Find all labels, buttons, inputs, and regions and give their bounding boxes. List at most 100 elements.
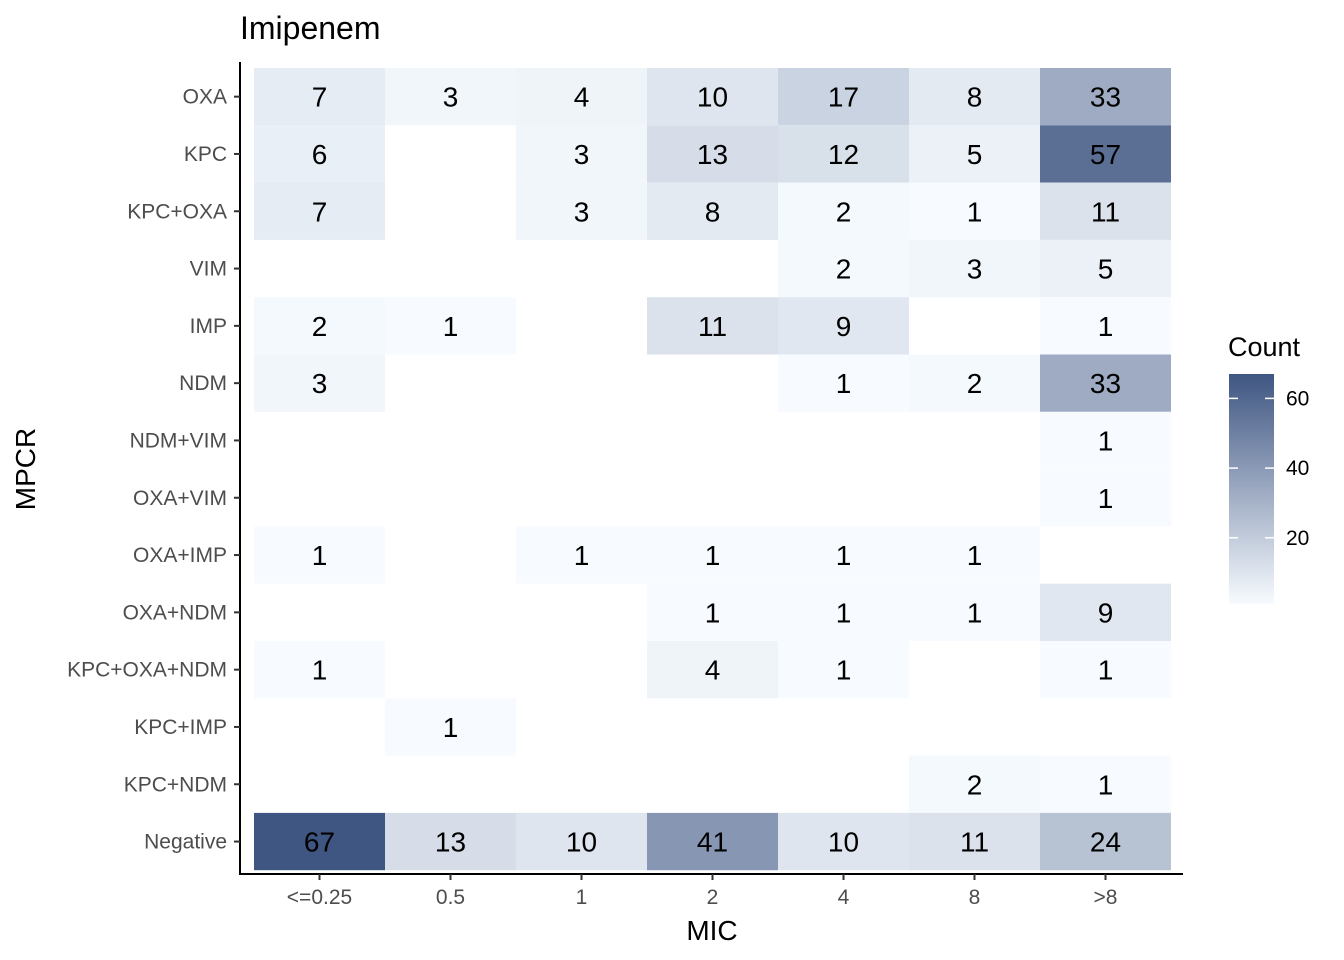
heatmap-cell bbox=[647, 182, 778, 240]
x-tick-label: 1 bbox=[576, 886, 588, 909]
cell-value-label: 7 bbox=[312, 196, 328, 227]
y-tick-label: NDM bbox=[179, 372, 227, 395]
cell-value-label: 3 bbox=[574, 139, 590, 170]
y-tick-label: KPC+OXA bbox=[127, 200, 227, 223]
cell-value-label: 1 bbox=[705, 597, 721, 628]
heatmap-cell bbox=[647, 583, 778, 641]
cell-value-label: 2 bbox=[836, 196, 852, 227]
heatmap-cell bbox=[1040, 125, 1171, 183]
heatmap-cell bbox=[909, 526, 1040, 584]
heatmap-cell bbox=[1040, 354, 1171, 412]
heatmap-cell bbox=[778, 812, 909, 871]
heatmap-cell bbox=[778, 125, 909, 183]
legend-tick-label: 40 bbox=[1286, 457, 1309, 480]
heatmap-cell bbox=[909, 354, 1040, 412]
x-tick-label: >8 bbox=[1094, 886, 1118, 909]
heatmap-cell bbox=[778, 297, 909, 355]
cell-value-label: 1 bbox=[967, 597, 983, 628]
cell-value-label: 8 bbox=[705, 196, 721, 227]
cell-value-label: 33 bbox=[1090, 82, 1121, 113]
cell-value-label: 2 bbox=[967, 769, 983, 800]
heatmap-cell bbox=[909, 583, 1040, 641]
heatmap-cell bbox=[778, 583, 909, 641]
heatmap-cell bbox=[647, 297, 778, 355]
cell-value-label: 1 bbox=[443, 712, 459, 743]
legend-ticks: 20 40 60 bbox=[1229, 387, 1309, 550]
chart-title: Imipenem bbox=[240, 10, 381, 46]
cell-value-label: 17 bbox=[828, 82, 859, 113]
heatmap-cell bbox=[1040, 297, 1171, 355]
heatmap-cell bbox=[516, 125, 647, 183]
cell-value-label: 9 bbox=[836, 311, 852, 342]
cell-value-label: 1 bbox=[1098, 425, 1114, 456]
heatmap-cell bbox=[516, 182, 647, 240]
y-tick-label: IMP bbox=[190, 315, 227, 338]
cell-value-label: 1 bbox=[836, 597, 852, 628]
cell-value-label: 4 bbox=[574, 82, 590, 113]
y-tick-label: OXA+NDM bbox=[123, 601, 227, 624]
cell-value-label: 9 bbox=[1098, 597, 1114, 628]
x-tick-label: 0.5 bbox=[436, 886, 465, 909]
heatmap-cell bbox=[1040, 239, 1171, 298]
cell-value-label: 1 bbox=[1098, 311, 1114, 342]
heatmap-cell bbox=[909, 239, 1040, 298]
cell-value-label: 1 bbox=[836, 368, 852, 399]
legend-tick-label: 20 bbox=[1286, 527, 1309, 550]
cell-value-label: 3 bbox=[967, 254, 983, 285]
cell-value-label: 41 bbox=[697, 827, 728, 858]
heatmap-cell bbox=[909, 68, 1040, 126]
heatmap-cell bbox=[778, 68, 909, 126]
heatmap-cell bbox=[1040, 755, 1171, 813]
axes bbox=[239, 62, 1183, 875]
legend-tick-label: 60 bbox=[1286, 387, 1309, 410]
y-tick-label: KPC+OXA+NDM bbox=[67, 659, 227, 682]
cell-value-label: 3 bbox=[312, 368, 328, 399]
cell-value-label: 1 bbox=[705, 540, 721, 571]
heatmap-cell bbox=[909, 182, 1040, 240]
legend-title: Count bbox=[1228, 332, 1301, 362]
y-tick-label: NDM+VIM bbox=[130, 429, 227, 452]
heatmap-cell bbox=[647, 526, 778, 584]
cell-value-label: 2 bbox=[967, 368, 983, 399]
heatmap-cell bbox=[647, 125, 778, 183]
y-tick-label: VIM bbox=[190, 258, 227, 281]
heatmap-cell bbox=[778, 239, 909, 298]
legend-color-bar bbox=[1229, 374, 1274, 604]
cell-value-label: 1 bbox=[574, 540, 590, 571]
heatmap-cell bbox=[385, 698, 516, 756]
y-tick-label: Negative bbox=[144, 831, 227, 854]
cell-value-label: 11 bbox=[698, 311, 727, 342]
cell-value-label: 10 bbox=[697, 82, 728, 113]
heatmap-cells bbox=[254, 68, 1171, 871]
cell-value-label: 1 bbox=[1098, 655, 1114, 686]
x-axis-title: MIC bbox=[686, 915, 737, 946]
heatmap-cell bbox=[1040, 641, 1171, 699]
cell-value-label: 3 bbox=[574, 196, 590, 227]
heatmap-cell bbox=[647, 641, 778, 699]
heatmap-cell bbox=[254, 182, 385, 240]
cell-value-label: 1 bbox=[312, 540, 328, 571]
heatmap-cell bbox=[516, 812, 647, 871]
cell-value-label: 2 bbox=[836, 254, 852, 285]
cell-value-label: 4 bbox=[705, 655, 721, 686]
cell-value-label: 1 bbox=[1098, 769, 1114, 800]
cell-value-label: 1 bbox=[967, 196, 983, 227]
y-tick-label: OXA+IMP bbox=[133, 544, 227, 567]
heatmap-cell bbox=[778, 526, 909, 584]
heatmap-cell bbox=[385, 68, 516, 126]
cell-value-label: 2 bbox=[312, 311, 328, 342]
heatmap-cell bbox=[385, 812, 516, 871]
y-tick-label: OXA bbox=[183, 86, 227, 109]
cell-value-label: 1 bbox=[967, 540, 983, 571]
heatmap-cell bbox=[1040, 411, 1171, 470]
heatmap-cell bbox=[254, 125, 385, 183]
x-tick-label: <=0.25 bbox=[287, 886, 352, 909]
heatmap-cell bbox=[516, 526, 647, 584]
heatmap-cell bbox=[254, 641, 385, 699]
cell-value-label: 1 bbox=[1098, 483, 1114, 514]
cell-value-label: 13 bbox=[697, 139, 728, 170]
heatmap-cell bbox=[254, 354, 385, 412]
heatmap-cell bbox=[1040, 469, 1171, 527]
x-tick-label: 4 bbox=[838, 886, 850, 909]
